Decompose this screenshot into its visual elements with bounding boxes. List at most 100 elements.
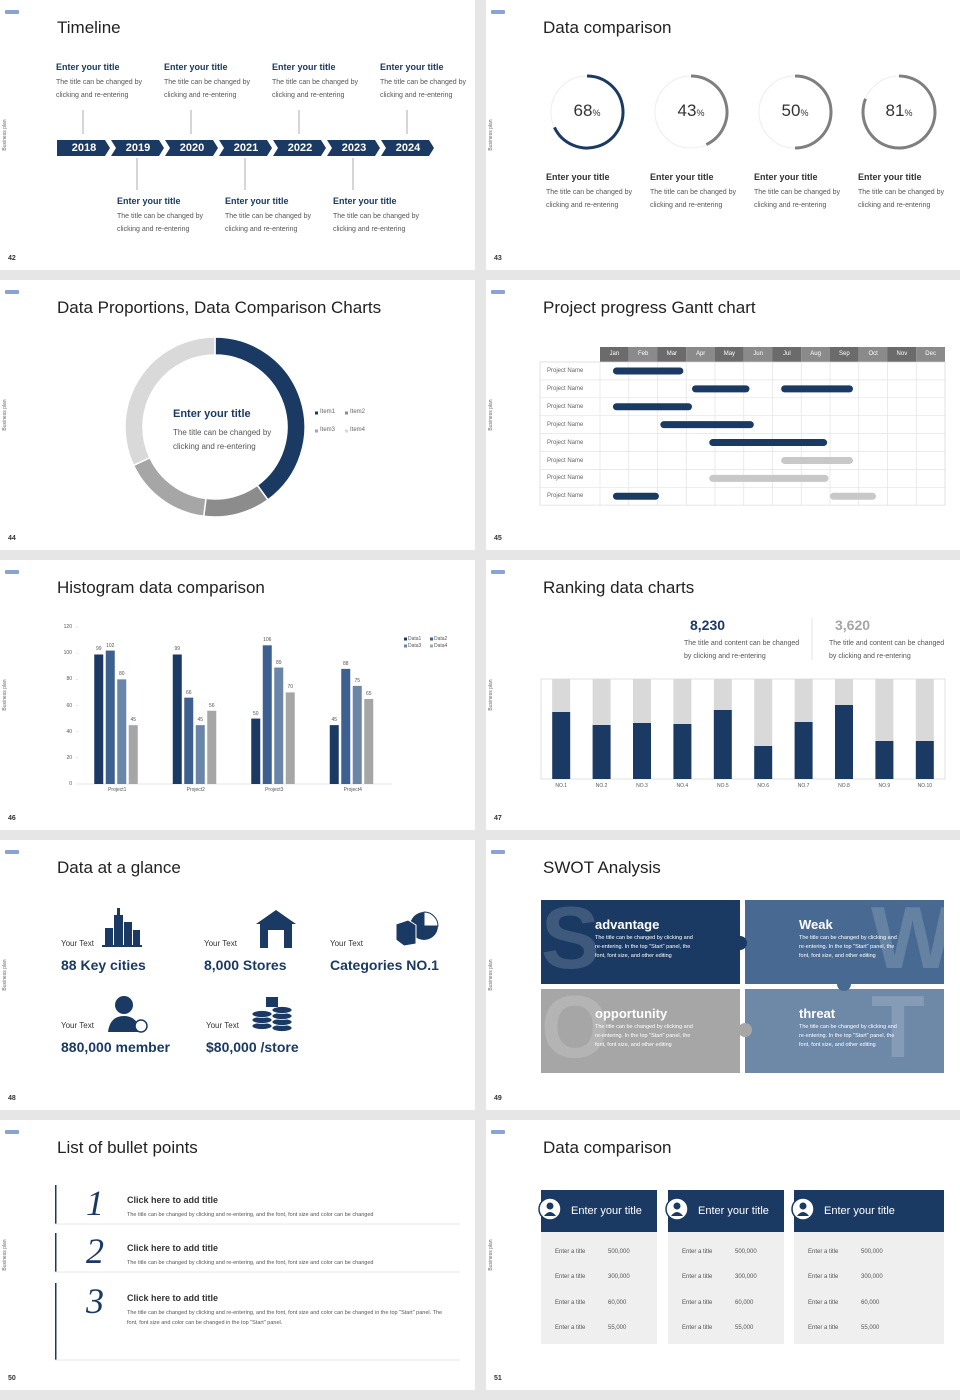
slide-title: Histogram data comparison <box>57 578 265 597</box>
item-value: 8,000 Stores <box>204 957 287 973</box>
page-number: 45 <box>494 535 502 542</box>
swot-text: The title can be changed by clicking and… <box>799 1024 897 1048</box>
x-tick-label: NO.9 <box>878 783 891 789</box>
card-title: Enter your title <box>571 1205 642 1217</box>
card-body <box>794 1232 944 1344</box>
row-label: Project Name <box>547 403 584 410</box>
bar <box>341 668 351 784</box>
value-label: 80 <box>118 671 125 678</box>
bar-segment <box>673 724 692 779</box>
logo <box>5 850 19 854</box>
value: 68 <box>573 101 593 120</box>
value-label: 88 <box>342 660 349 667</box>
bar-segment <box>754 746 773 779</box>
slide-title: Timeline <box>57 18 121 37</box>
icon-pie-cut <box>423 911 439 927</box>
page-number: 44 <box>8 535 16 542</box>
ring-value: 68% <box>557 101 617 121</box>
swot-title: advantage <box>595 917 660 932</box>
year-label: 2022 <box>287 142 313 154</box>
icon-person-badge <box>134 1019 148 1033</box>
month-label: Jun <box>753 351 763 357</box>
x-tick-label: NO.6 <box>757 783 770 789</box>
x-tick-label: NO.3 <box>636 783 648 789</box>
month-label: Sep <box>839 351 850 357</box>
row-label: Enter a title <box>555 1299 586 1306</box>
bar <box>184 697 194 784</box>
card-icon-glyph <box>546 1202 554 1210</box>
slide-graphics <box>5 850 439 1033</box>
icon-city <box>124 922 132 946</box>
puzzle-knob <box>837 977 851 991</box>
event-title: Enter your title <box>272 62 336 72</box>
ring-arc <box>690 74 729 146</box>
puzzle-knob <box>733 936 747 950</box>
value-label: 45 <box>130 717 137 724</box>
logo <box>5 1130 19 1134</box>
event-text: The title can be changed by clicking and… <box>117 213 204 233</box>
stat-value: 3,620 <box>835 617 871 633</box>
slide: Business plan Data comparison 51 Enter your… <box>486 1120 960 1390</box>
value-label: 66 <box>185 689 192 696</box>
item-bar <box>55 1185 57 1224</box>
unit: % <box>696 108 705 118</box>
legend-swatch <box>315 429 318 433</box>
puzzle-knob <box>738 1023 752 1037</box>
ring-arc <box>794 74 833 150</box>
legend-swatch <box>404 644 407 648</box>
icon-city <box>117 908 120 915</box>
value-label: 106 <box>263 637 272 644</box>
value-label: 99 <box>174 646 181 653</box>
gantt-bar <box>781 385 853 393</box>
bar <box>329 725 339 784</box>
legend-label: Item1 <box>320 409 336 415</box>
item-label: Your Text <box>61 939 94 948</box>
year-label: 2024 <box>395 142 421 154</box>
slide: Business plan Histogram data comparison 46… <box>0 560 475 830</box>
row-value: 500,000 <box>608 1249 630 1255</box>
card-icon-glyph <box>671 1212 683 1216</box>
legend-label: Data3 <box>408 642 422 649</box>
month-label: May <box>723 351 736 357</box>
page-number: 43 <box>494 255 502 262</box>
page-number: 42 <box>8 255 16 262</box>
value-label: 65 <box>365 690 372 697</box>
gantt-bar <box>692 385 750 393</box>
legend-label: Data1 <box>408 635 422 642</box>
year-label: 2021 <box>233 142 259 154</box>
x-tick-label: Project1 <box>108 787 127 793</box>
event-title: Enter your title <box>56 62 120 72</box>
bar-segment <box>633 723 651 779</box>
x-tick-label: NO.1 <box>555 783 568 789</box>
month-label: Feb <box>637 351 649 357</box>
page-number: 51 <box>494 1375 502 1382</box>
slide: Business plan List of bullet points 50 1 Cli… <box>0 1120 475 1390</box>
legend-swatch <box>430 644 433 648</box>
bar-segment <box>794 679 813 722</box>
slide-graphics <box>491 850 505 854</box>
month-header <box>887 347 917 362</box>
stat-text: The title and content can be changed by … <box>684 640 800 660</box>
bar-segment <box>875 679 894 741</box>
value-label: 56 <box>208 702 215 709</box>
value-label: 50 <box>252 710 259 717</box>
side-label: Business plan <box>488 399 494 431</box>
page-number: 48 <box>8 1095 16 1102</box>
page-number: 50 <box>8 1375 16 1382</box>
month-label: Apr <box>695 351 706 357</box>
card-title: Enter your title <box>698 1205 769 1217</box>
month-header <box>743 347 773 362</box>
bar <box>262 645 272 784</box>
row-label: Project Name <box>547 368 584 374</box>
swot-letter: O <box>541 989 610 1073</box>
logo <box>5 570 19 574</box>
x-tick-label: Project3 <box>265 787 284 793</box>
item-title: Click here to add title <box>127 1243 219 1253</box>
item-text: The title can be changed by clicking and… <box>546 189 633 209</box>
swot-letter: W <box>871 900 944 984</box>
gantt-bar <box>612 367 684 375</box>
row-value: 300,000 <box>735 1274 757 1281</box>
page-number: 46 <box>8 815 16 822</box>
